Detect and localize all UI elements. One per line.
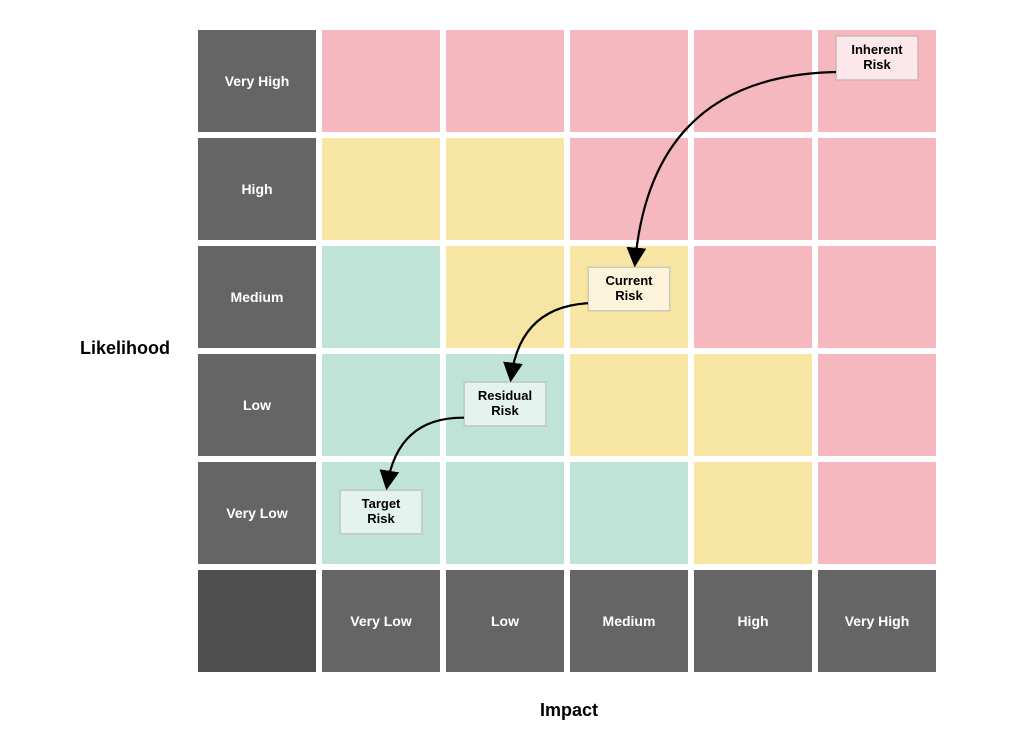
matrix-cell <box>570 30 688 132</box>
col-header: Low <box>446 570 564 672</box>
matrix-cell <box>818 246 936 348</box>
matrix-cell <box>694 354 812 456</box>
matrix-cell <box>446 246 564 348</box>
matrix-cell <box>322 30 440 132</box>
col-header: Medium <box>570 570 688 672</box>
matrix-cell <box>694 138 812 240</box>
matrix-cell <box>694 462 812 564</box>
matrix-cell <box>446 462 564 564</box>
residual-risk-box: ResidualRisk <box>464 382 546 426</box>
matrix-cell <box>446 30 564 132</box>
matrix-cell <box>570 354 688 456</box>
matrix-cell <box>322 138 440 240</box>
x-axis-label: Impact <box>540 700 598 721</box>
col-header: Very High <box>818 570 936 672</box>
col-header: Very Low <box>322 570 440 672</box>
matrix-cell <box>818 462 936 564</box>
matrix-cell <box>818 138 936 240</box>
col-header: High <box>694 570 812 672</box>
matrix-cell <box>570 138 688 240</box>
y-axis-label: Likelihood <box>80 338 170 359</box>
row-header: Very High <box>198 30 316 132</box>
current-risk-box: CurrentRisk <box>588 267 670 311</box>
row-header: Low <box>198 354 316 456</box>
inherent-risk-box: InherentRisk <box>836 36 918 80</box>
row-header: Very Low <box>198 462 316 564</box>
matrix-cell <box>446 138 564 240</box>
grid-corner <box>198 570 316 672</box>
matrix-cell <box>694 246 812 348</box>
target-risk-box: TargetRisk <box>340 490 422 534</box>
matrix-cell <box>818 354 936 456</box>
matrix-cell <box>322 354 440 456</box>
risk-matrix-grid: Very HighHighMediumLowVery LowVery LowLo… <box>198 30 936 672</box>
matrix-cell <box>322 246 440 348</box>
row-header: Medium <box>198 246 316 348</box>
matrix-cell <box>570 462 688 564</box>
row-header: High <box>198 138 316 240</box>
matrix-cell <box>694 30 812 132</box>
